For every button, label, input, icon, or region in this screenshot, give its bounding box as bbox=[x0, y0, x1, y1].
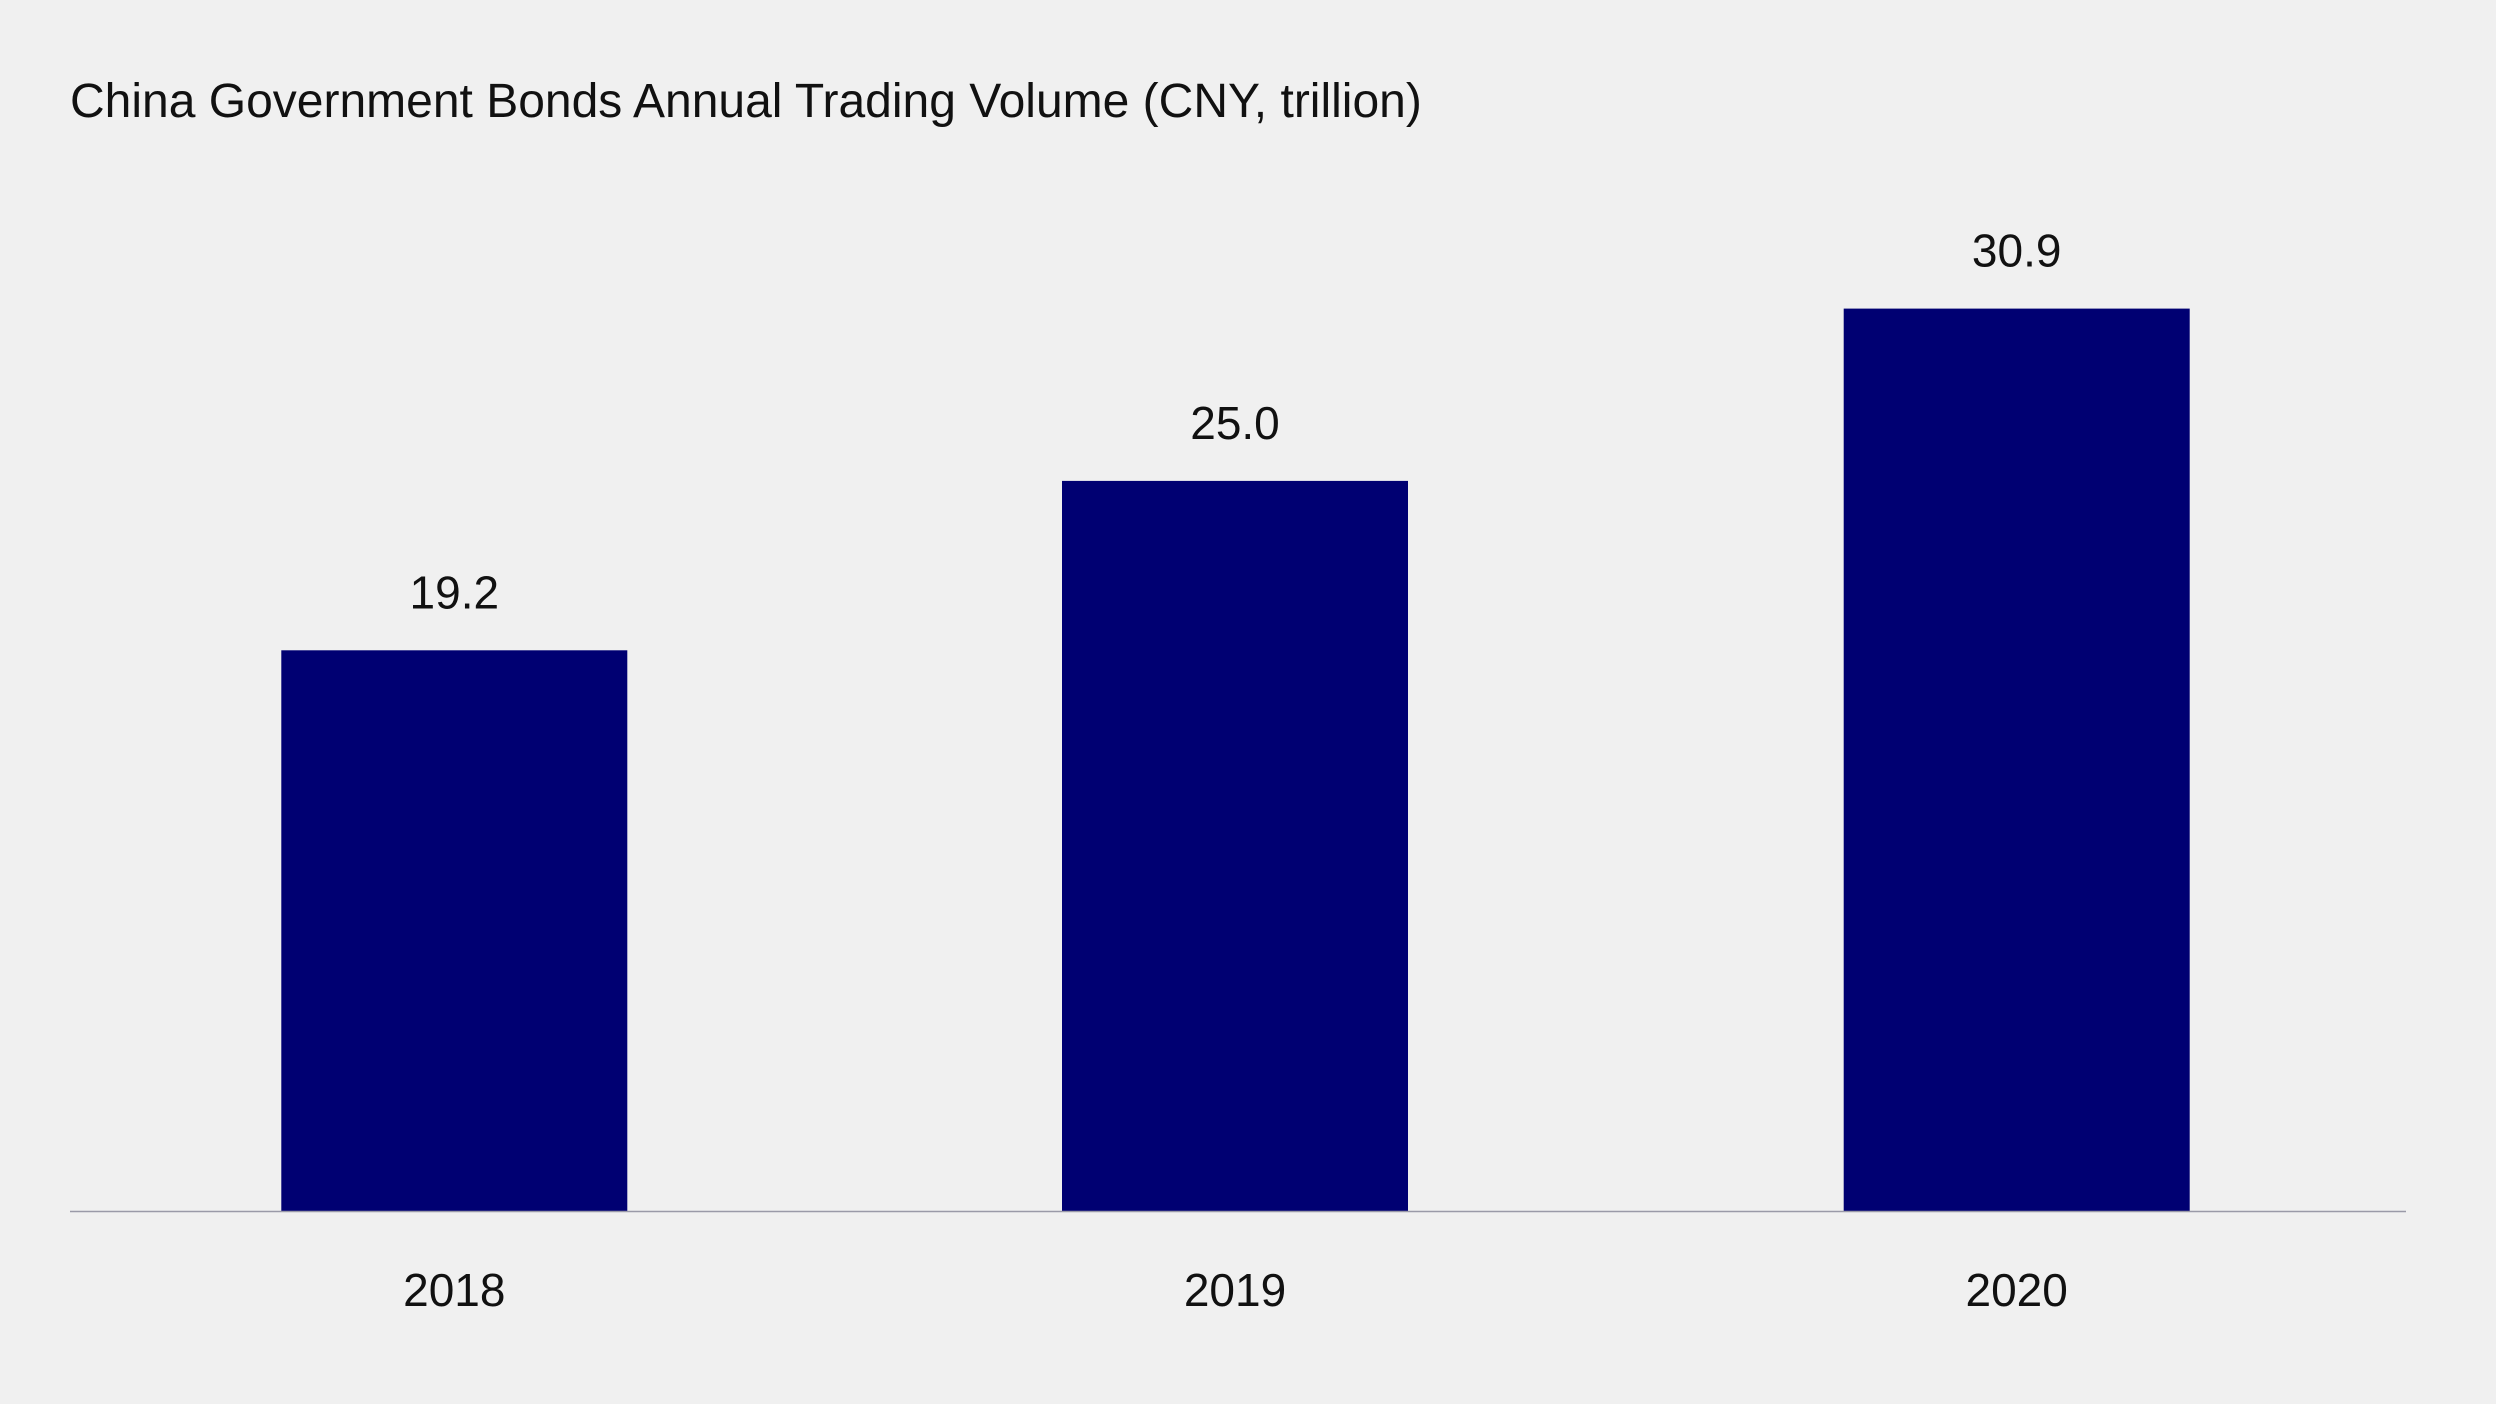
bars-layer bbox=[281, 308, 2190, 1212]
x-tick-label-2019: 2019 bbox=[1184, 1264, 1286, 1316]
bar-2019 bbox=[1062, 480, 1408, 1211]
value-labels-layer: 19.2 25.0 30.9 bbox=[410, 225, 2062, 619]
x-tick-labels-layer: 2018 2019 2020 bbox=[403, 1264, 2068, 1316]
value-label-2019: 25.0 bbox=[1190, 397, 1280, 449]
value-label-2020: 30.9 bbox=[1972, 225, 2062, 277]
bar-2020 bbox=[1843, 308, 2190, 1212]
x-tick-label-2018: 2018 bbox=[403, 1264, 505, 1316]
chart-title: China Government Bonds Annual Trading Vo… bbox=[70, 75, 1422, 128]
value-label-2018: 19.2 bbox=[410, 566, 500, 618]
x-tick-label-2020: 2020 bbox=[1966, 1264, 2068, 1316]
bar-2018 bbox=[281, 650, 628, 1211]
